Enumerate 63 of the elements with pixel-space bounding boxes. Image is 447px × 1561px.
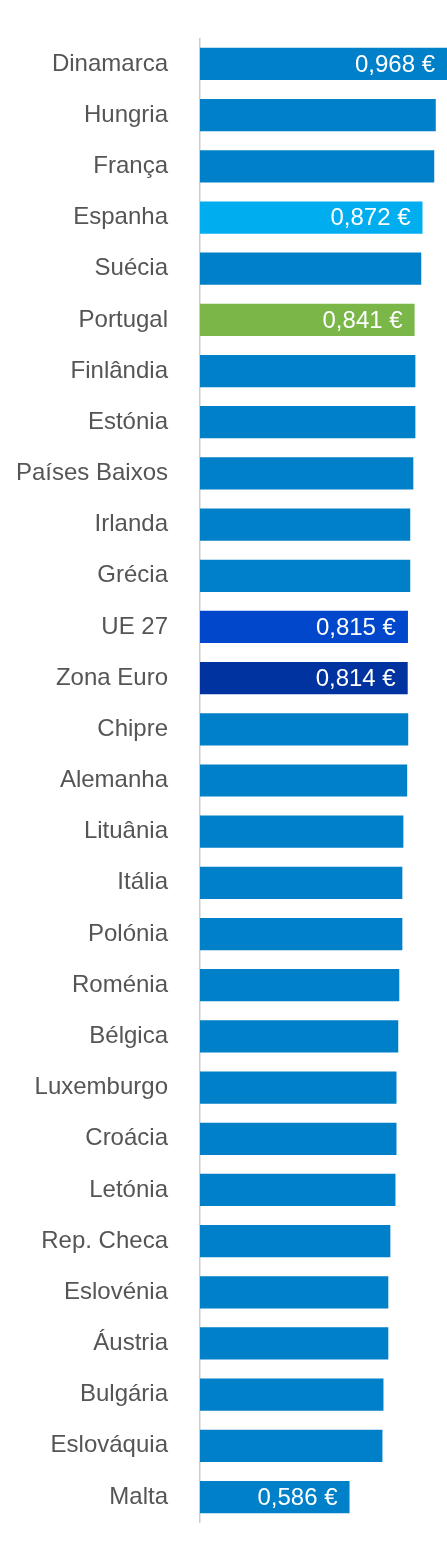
bar [200,508,411,541]
y-tick-label: Estónia [87,406,169,434]
y-tick-label: Irlanda [94,509,169,537]
bar [200,252,422,285]
y-tick-label: Portugal [78,304,168,332]
y-tick-label: Hungria [83,99,169,127]
y-tick-label: Espanha [73,202,169,230]
bar [200,201,423,234]
y-tick-label: Suécia [94,253,169,281]
bar [200,1327,389,1360]
bar [200,99,436,132]
bar [200,866,403,899]
y-tick-label: Áustria [93,1328,169,1356]
data-label: 0,815 € [315,612,397,640]
y-tick-label: Zona Euro [55,662,168,690]
bar [200,662,408,695]
bar [200,1429,383,1462]
y-tick-label: Letónia [89,1174,169,1202]
y-tick-label: Dinamarca [51,48,169,76]
y-tick-label: Eslovénia [63,1276,169,1304]
bar [200,815,404,848]
bar [200,1020,399,1053]
y-tick-label: Eslováquia [50,1430,169,1458]
bar [200,457,414,490]
y-tick-label: Croácia [85,1123,169,1151]
bar [200,354,416,388]
y-tick-label: UE 27 [101,611,168,639]
y-tick-label: Lituânia [83,816,169,844]
data-label: 0,586 € [257,1482,339,1510]
bar [200,303,415,337]
bar [200,47,447,81]
y-tick-label: França [93,150,169,178]
y-tick-label: Finlândia [70,355,169,383]
y-tick-label: Bulgária [79,1379,169,1407]
bar [200,969,400,1002]
y-tick-label: Bélgica [89,1021,169,1049]
y-tick-label: Alemanha [59,765,169,793]
bar [200,1173,396,1207]
bar [200,1122,397,1155]
bar [200,610,408,644]
data-label: 0,872 € [330,203,412,231]
y-tick-label: Itália [117,867,169,895]
bar [200,150,435,183]
data-label: 0,968 € [354,49,436,77]
y-tick-label: Rep. Checa [41,1225,169,1253]
y-tick-label: Países Baixos [15,458,168,486]
data-label: 0,841 € [322,305,404,333]
bar [200,917,403,951]
bar [200,406,416,439]
y-tick-label: Roménia [71,969,169,997]
y-tick-label: Malta [109,1481,169,1509]
y-tick-label: Polónia [87,918,169,946]
bar [200,713,409,746]
bar [200,1378,384,1411]
bar [200,1224,391,1258]
bar [200,1071,397,1104]
bar [200,559,411,592]
bar [200,764,408,797]
y-tick-label: Luxemburgo [34,1072,168,1100]
y-tick-label: Chipre [97,713,168,741]
y-tick-label: Grécia [97,560,169,588]
bar [200,1276,389,1309]
data-label: 0,814 € [315,663,397,691]
